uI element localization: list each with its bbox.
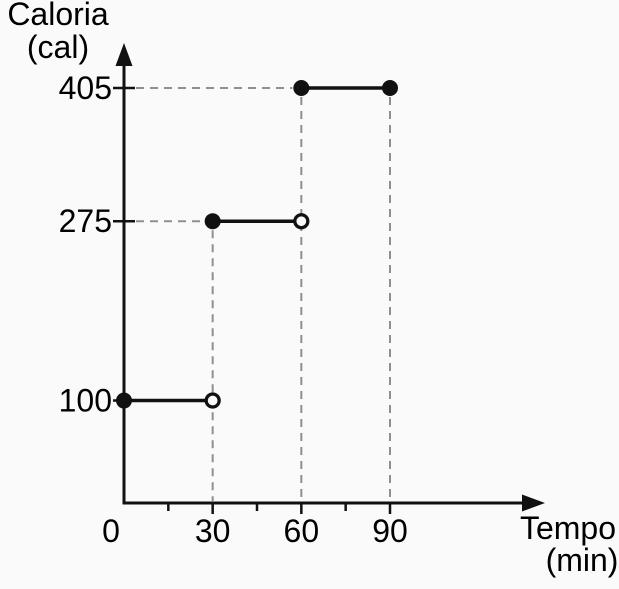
x-tick-label: 30 [195, 513, 231, 549]
y-axis-title-line1: Caloria [7, 0, 109, 32]
x-axis-title-line2: (min) [545, 542, 619, 578]
x-axis-arrowhead [522, 494, 545, 512]
y-tick-label: 275 [59, 203, 112, 239]
closed-point [382, 80, 398, 96]
x-axis-title-line1: Tempo [519, 510, 617, 546]
closed-point [116, 392, 132, 409]
y-axis-title: Caloria (cal) [0, 0, 116, 64]
x-tick-label: 90 [372, 513, 408, 549]
open-point [204, 392, 221, 409]
closed-point [293, 80, 310, 96]
y-axis-title-line2: (cal) [26, 29, 90, 65]
x-tick-label: 0 [102, 513, 120, 549]
y-axis-arrowhead [115, 43, 133, 66]
y-tick-label: 405 [59, 70, 112, 106]
open-point [293, 213, 310, 230]
x-tick-label: 60 [284, 513, 320, 549]
y-tick-label: 100 [59, 383, 112, 419]
closed-point [204, 213, 221, 230]
